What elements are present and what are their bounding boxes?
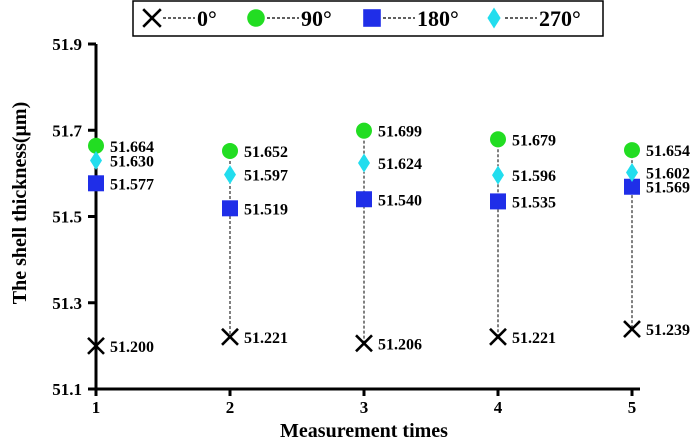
data-label: 51.596 — [512, 168, 556, 185]
legend-label: 270° — [539, 6, 581, 31]
legend-marker-square — [363, 9, 381, 27]
data-label: 51.679 — [512, 132, 556, 149]
legend-item: 270° — [487, 6, 581, 31]
data-point — [624, 178, 640, 195]
data-label: 51.221 — [512, 330, 556, 347]
data-point — [358, 153, 370, 173]
data-label: 51.540 — [378, 192, 422, 209]
data-label: 51.569 — [646, 180, 690, 197]
data-label: 51.535 — [512, 194, 556, 211]
data-label: 51.624 — [378, 156, 422, 173]
data-point — [490, 131, 506, 148]
x-tick-label: 1 — [92, 398, 101, 417]
y-axis-title: The shell thickness(μm) — [9, 102, 31, 304]
legend-marker-circle — [247, 9, 265, 27]
data-label: 51.239 — [646, 322, 690, 339]
legend-label: 0° — [197, 6, 217, 31]
y-tick-label: 51.5 — [52, 208, 82, 227]
data-point — [222, 142, 238, 159]
legend-marker-x — [142, 8, 162, 28]
y-tick-label: 51.1 — [52, 380, 82, 399]
data-label: 51.206 — [378, 336, 422, 353]
data-label: 51.664 — [110, 139, 154, 156]
axes: 51.1 51.3 51.5 51.7 51.9 1 2 3 4 5 — [52, 35, 640, 417]
data-point — [623, 320, 641, 338]
data-point — [492, 165, 504, 185]
x-tick-label: 5 — [628, 398, 637, 417]
data-point — [489, 327, 507, 346]
data-point — [490, 193, 506, 210]
data-point — [87, 336, 105, 355]
legend-label: 90° — [301, 6, 332, 31]
x-axis-title: Measurement times — [280, 420, 448, 442]
data-point — [222, 200, 238, 217]
data-point — [88, 175, 104, 192]
legend-marker-diamond — [487, 7, 501, 29]
data-point — [88, 137, 104, 154]
data-label: 51.519 — [244, 201, 288, 218]
legend-item: 90° — [247, 6, 332, 31]
data-point — [626, 163, 638, 183]
data-point — [356, 191, 372, 208]
data-point — [355, 334, 373, 353]
legend-label: 180° — [417, 6, 459, 31]
data-point — [356, 122, 372, 139]
data-label: 51.699 — [378, 124, 422, 141]
legend-item: 180° — [363, 6, 459, 31]
data-label: 51.200 — [110, 339, 154, 356]
data-label: 51.602 — [646, 166, 690, 183]
data-point — [90, 150, 102, 170]
data-label: 51.652 — [244, 144, 288, 161]
data-label: 51.597 — [244, 168, 288, 185]
data-point — [221, 327, 239, 346]
x-tick-label: 3 — [360, 398, 369, 417]
y-tick-label: 51.9 — [52, 35, 82, 54]
legend-item: 0° — [142, 6, 217, 31]
data-label: 51.577 — [110, 176, 154, 193]
y-tick-label: 51.3 — [52, 294, 82, 313]
x-tick-label: 2 — [226, 398, 235, 417]
x-tick-label: 4 — [494, 398, 503, 417]
data-point — [624, 142, 640, 159]
data-label: 51.630 — [110, 153, 154, 170]
data-label: 51.654 — [646, 143, 690, 160]
data-label: 51.221 — [244, 330, 288, 347]
y-tick-label: 51.7 — [52, 121, 82, 140]
legend: 0° 90° 180° 270° — [132, 0, 604, 37]
data-point — [224, 165, 236, 185]
